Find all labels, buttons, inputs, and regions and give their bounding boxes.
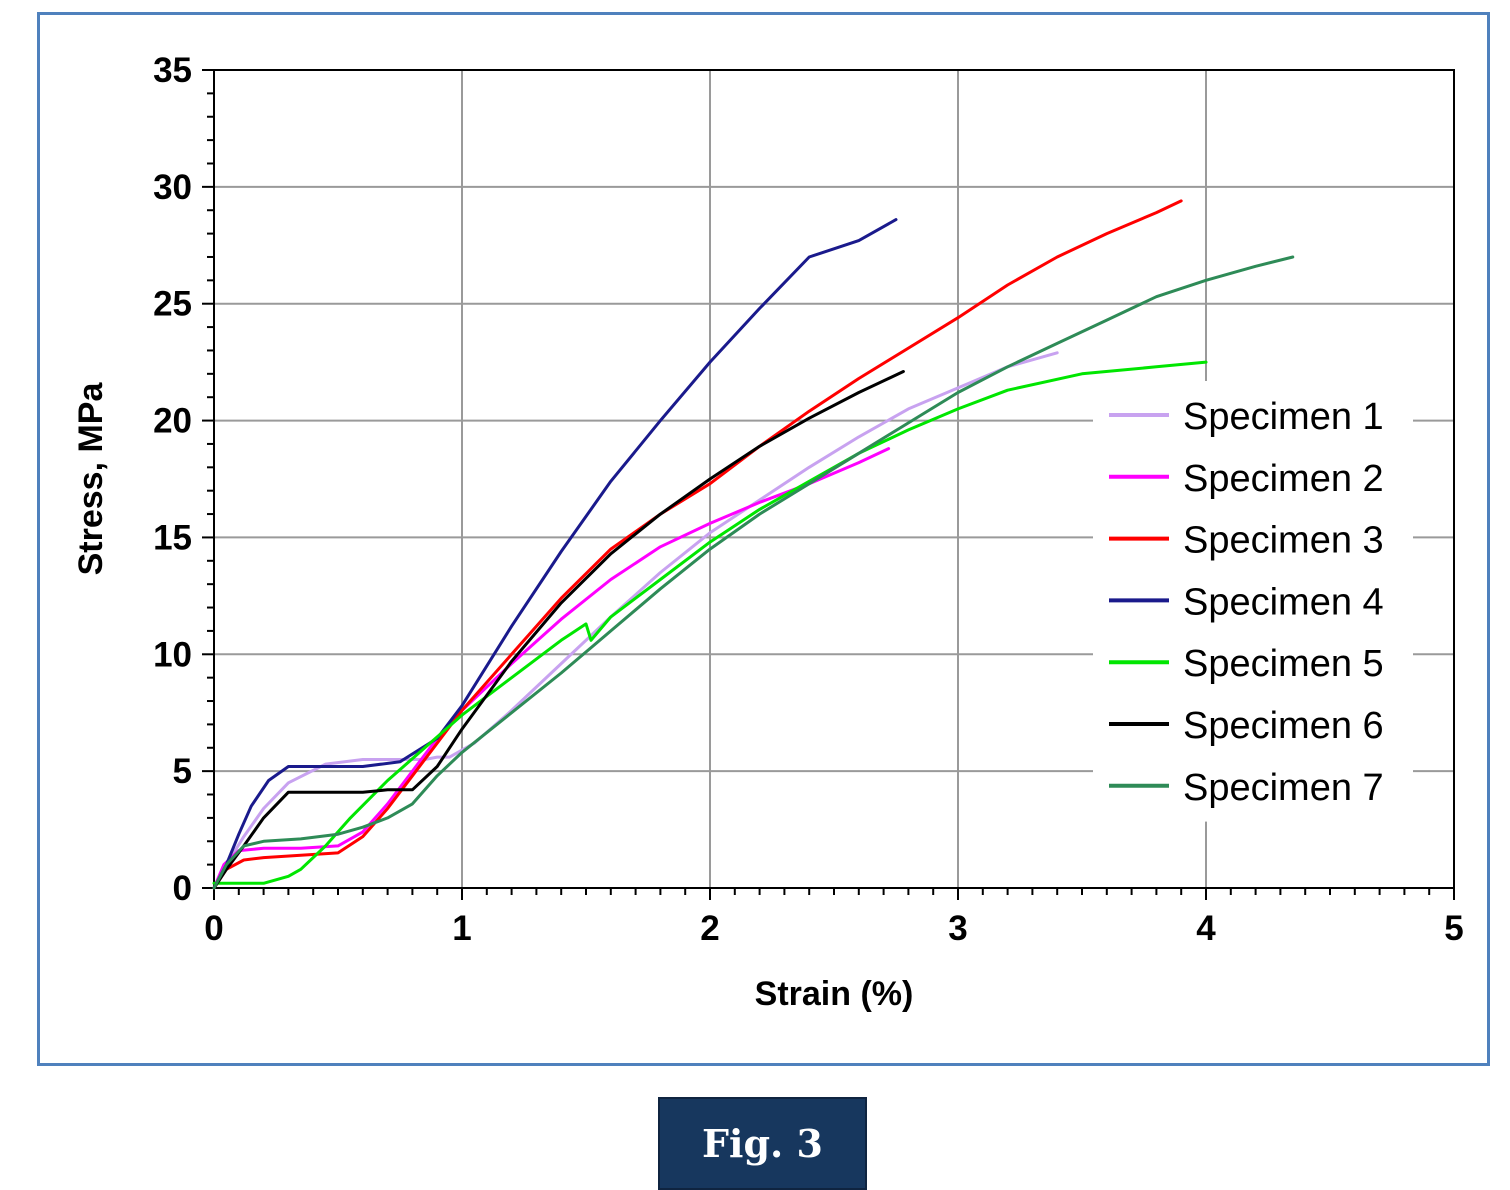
y-tick-label: 25 — [153, 285, 192, 324]
x-tick-label: 2 — [700, 909, 719, 948]
y-tick-label: 20 — [153, 402, 192, 441]
series-line-specimen-4 — [212, 218, 898, 890]
y-tick-label: 5 — [173, 752, 192, 791]
series-line-specimen-1 — [212, 351, 1059, 890]
legend-label: Specimen 4 — [1183, 581, 1384, 623]
series-line-specimen-7 — [212, 255, 1295, 890]
x-tick-label: 3 — [948, 909, 967, 948]
legend-label: Specimen 3 — [1183, 520, 1384, 562]
figure-caption-box: Fig. 3 — [658, 1097, 867, 1190]
x-tick-label: 0 — [204, 909, 223, 948]
y-tick-label: 10 — [153, 635, 192, 674]
y-tick-label: 35 — [153, 51, 192, 90]
x-tick-label: 5 — [1444, 909, 1463, 948]
x-axis-title: Strain (%) — [755, 975, 914, 1013]
y-tick-label: 30 — [153, 168, 192, 207]
x-tick-label: 4 — [1196, 909, 1216, 948]
series-line-specimen-5 — [212, 360, 1208, 885]
legend-label: Specimen 7 — [1183, 767, 1384, 809]
y-axis-title: Stress, MPa — [72, 382, 110, 576]
y-tick-label: 0 — [173, 869, 192, 908]
legend-label: Specimen 5 — [1183, 643, 1384, 685]
figure-caption: Fig. 3 — [702, 1121, 823, 1166]
legend-label: Specimen 2 — [1183, 458, 1384, 500]
legend-label: Specimen 1 — [1183, 396, 1384, 438]
stress-strain-chart: 0 1 2 3 4 5 0 5 10 15 20 25 30 35 Strain (%) Stress, … — [72, 51, 1464, 1013]
series-line-specimen-2 — [212, 447, 891, 890]
legend-label: Specimen 6 — [1183, 705, 1384, 747]
x-tick-label: 1 — [452, 909, 471, 948]
series-line-specimen-3 — [212, 199, 1183, 890]
y-tick-label: 15 — [153, 518, 192, 557]
chart-frame: 0 1 2 3 4 5 0 5 10 15 20 25 30 35 Strain (%) Stress, … — [37, 12, 1490, 1066]
legend: Specimen 1 Specimen 2 Specimen 3 Specimen 4… — [1093, 381, 1413, 822]
series-line-specimen-6 — [212, 370, 905, 890]
